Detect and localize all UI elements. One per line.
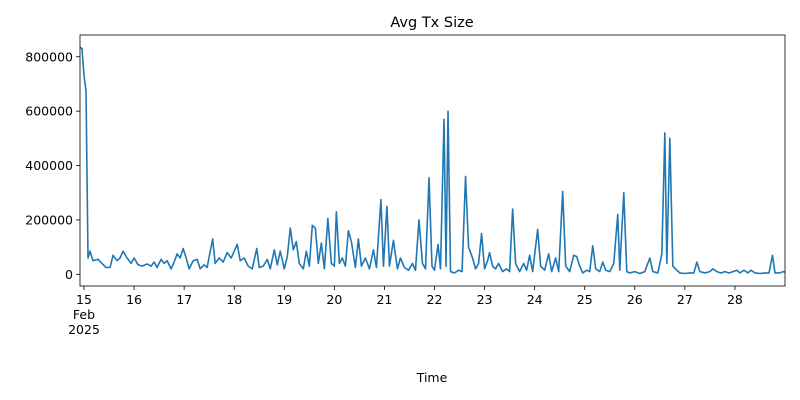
plot-area xyxy=(79,46,786,275)
chart-title: Avg Tx Size xyxy=(390,15,473,31)
x-tick-label: 15 Feb 2025 xyxy=(68,292,100,337)
y-tick-label: 400000 xyxy=(25,158,73,173)
data-line xyxy=(79,46,786,275)
x-tick-label: 19 xyxy=(276,292,292,307)
x-tick-label: 20 xyxy=(326,292,342,307)
y-tick-label: 600000 xyxy=(25,104,73,119)
x-tick-label: 21 xyxy=(376,292,392,307)
x-tick-label: 28 xyxy=(727,292,743,307)
x-tick-label: 18 xyxy=(226,292,242,307)
x-tick-label: 16 xyxy=(126,292,142,307)
x-axis-label: Time xyxy=(416,370,448,385)
y-tick-label: 800000 xyxy=(25,49,73,64)
y-tick-label: 200000 xyxy=(25,212,73,227)
x-tick-label: 26 xyxy=(627,292,643,307)
x-tick-label: 22 xyxy=(427,292,443,307)
x-tick-label: 23 xyxy=(477,292,493,307)
y-tick-label: 0 xyxy=(65,267,73,282)
x-tick-label: 27 xyxy=(677,292,693,307)
x-tick-label: 25 xyxy=(577,292,593,307)
axes-frame xyxy=(79,34,786,287)
x-tick-label: 24 xyxy=(527,292,543,307)
x-tick-label: 17 xyxy=(176,292,192,307)
